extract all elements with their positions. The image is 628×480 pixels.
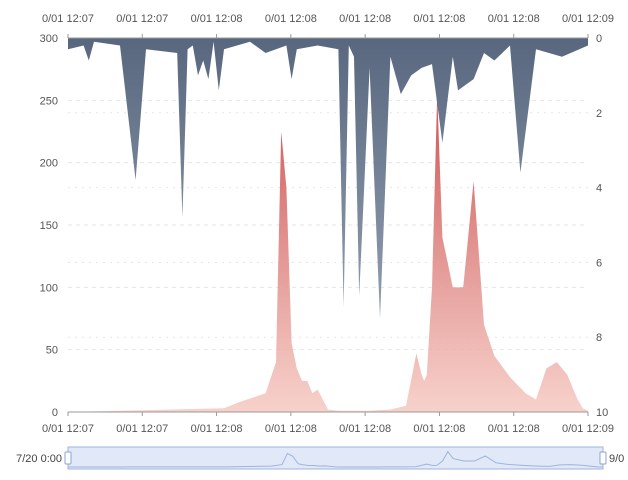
zoom-slider[interactable]: 7/20 0:00 9/0 <box>16 446 624 470</box>
x-bottom-tick-label: 0/01 12:08 <box>265 423 317 435</box>
y-left-tick-label: 0 <box>52 407 58 419</box>
x-bottom-tick-label: 0/01 12:07 <box>116 423 168 435</box>
y-left-tick-label: 50 <box>46 345 58 357</box>
zoom-start-label: 7/20 0:00 <box>16 453 62 465</box>
y-left-tick-label: 150 <box>40 220 58 232</box>
zoom-handle-left[interactable] <box>64 451 72 465</box>
y-right-tick-label: 2 <box>596 108 602 120</box>
y-right-tick-label: 6 <box>596 257 602 269</box>
x-bottom-tick-label: 0/01 12:07 <box>42 423 94 435</box>
y-right-tick-label: 0 <box>596 33 602 45</box>
x-top-tick-label: 0/01 12:08 <box>488 13 540 25</box>
x-top-tick-label: 0/01 12:07 <box>42 13 94 25</box>
y-left-tick-label: 100 <box>40 282 58 294</box>
y-left-tick-label: 250 <box>40 95 58 107</box>
series-red-path <box>68 94 588 412</box>
y-left-tick-label: 300 <box>40 33 58 45</box>
zoom-end-label: 9/0 <box>609 453 624 465</box>
y-left-tick-label: 200 <box>40 158 58 170</box>
tick-labels: 0/01 12:07 0/01 12:07 0/01 12:08 0/01 12:08… <box>40 13 614 435</box>
x-top-tick-label: 0/01 12:07 <box>116 13 168 25</box>
x-bottom-tick-label: 0/01 12:08 <box>413 423 465 435</box>
series-red-area <box>68 94 588 412</box>
series-blue-area <box>68 38 588 319</box>
y-right-tick-label: 10 <box>596 407 608 419</box>
x-bottom-tick-label: 0/01 12:08 <box>191 423 243 435</box>
x-top-tick-label: 0/01 12:08 <box>339 13 391 25</box>
zoom-handle-right[interactable] <box>599 451 607 465</box>
x-bottom-tick-label: 0/01 12:08 <box>488 423 540 435</box>
series-blue-path <box>68 38 588 319</box>
x-bottom-tick-label: 0/01 12:08 <box>339 423 391 435</box>
x-top-tick-label: 0/01 12:09 <box>562 13 614 25</box>
grid <box>68 37 588 413</box>
x-top-tick-label: 0/01 12:08 <box>191 13 243 25</box>
x-top-tick-label: 0/01 12:08 <box>265 13 317 25</box>
y-right-tick-label: 4 <box>596 183 602 195</box>
zoom-preview-line <box>67 450 604 468</box>
y-right-tick-label: 8 <box>596 332 602 344</box>
x-top-tick-label: 0/01 12:08 <box>413 13 465 25</box>
axes <box>68 37 588 413</box>
x-bottom-tick-label: 0/01 12:09 <box>562 423 614 435</box>
